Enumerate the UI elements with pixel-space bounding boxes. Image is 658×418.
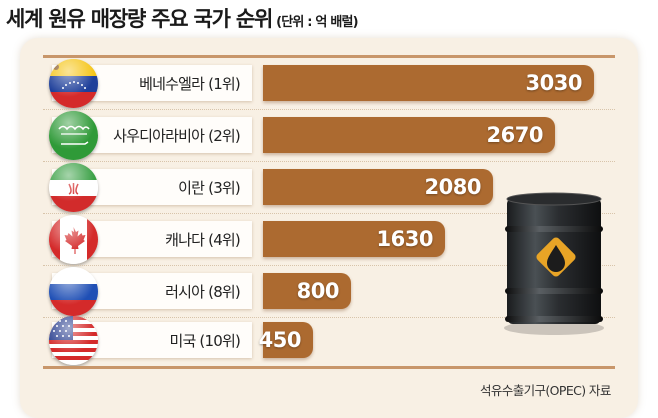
country-label: 베네수엘라 (1위) bbox=[139, 75, 241, 93]
venezuela-flag-icon bbox=[49, 59, 98, 108]
bar-value: 800 bbox=[296, 279, 340, 303]
row-divider bbox=[43, 317, 615, 318]
country-label: 미국 (10위) bbox=[169, 332, 240, 350]
title-text: 세계 원유 매장량 주요 국가 순위 bbox=[6, 7, 273, 31]
bar-value: 2670 bbox=[486, 123, 544, 147]
chart-title: 세계 원유 매장량 주요 국가 순위 (단위 : 억 배럴) bbox=[6, 3, 359, 33]
row-divider bbox=[43, 109, 615, 110]
chart-row: 캐나다 (4위) 1630 bbox=[43, 214, 615, 266]
row-divider bbox=[43, 265, 615, 266]
saudi-arabia-flag-icon bbox=[49, 111, 98, 160]
bar: 800 bbox=[263, 273, 351, 309]
chart-row: 미국 (10위) 450 bbox=[43, 315, 615, 367]
chart-row: 사우디아라비아 (2위) 2670 bbox=[43, 110, 615, 162]
usa-flag-icon bbox=[49, 316, 98, 365]
source-note: 석유수출기구(OPEC) 자료 bbox=[480, 383, 611, 398]
bar: 1630 bbox=[263, 221, 445, 257]
row-divider bbox=[43, 161, 615, 162]
unit-label: (단위 : 억 배럴) bbox=[276, 15, 358, 30]
country-label: 캐나다 (4위) bbox=[165, 231, 241, 249]
bar-value: 3030 bbox=[525, 71, 583, 95]
country-label: 이란 (3위) bbox=[178, 179, 241, 197]
bar-value: 450 bbox=[258, 328, 302, 352]
bottom-rule bbox=[43, 366, 615, 369]
bar: 3030 bbox=[263, 65, 594, 101]
russia-flag-icon bbox=[49, 267, 98, 316]
chart-row: 이란 (3위) 2080 bbox=[43, 162, 615, 214]
bar: 2670 bbox=[263, 117, 555, 153]
row-divider bbox=[43, 213, 615, 214]
top-rule bbox=[43, 55, 615, 58]
chart-row: 러시아 (8위) 800 bbox=[43, 266, 615, 318]
chart-row: 베네수엘라 (1위) 3030 bbox=[43, 58, 615, 110]
country-label: 러시아 (8위) bbox=[165, 283, 241, 301]
bar: 2080 bbox=[263, 169, 493, 205]
bar-value: 1630 bbox=[376, 227, 434, 251]
canada-flag-icon bbox=[49, 215, 98, 264]
oil-barrel-icon bbox=[499, 188, 609, 338]
bar-value: 2080 bbox=[424, 175, 482, 199]
country-label: 사우디아라비아 (2위) bbox=[113, 127, 241, 145]
iran-flag-icon bbox=[49, 163, 98, 212]
bar: 450 bbox=[259, 322, 313, 358]
